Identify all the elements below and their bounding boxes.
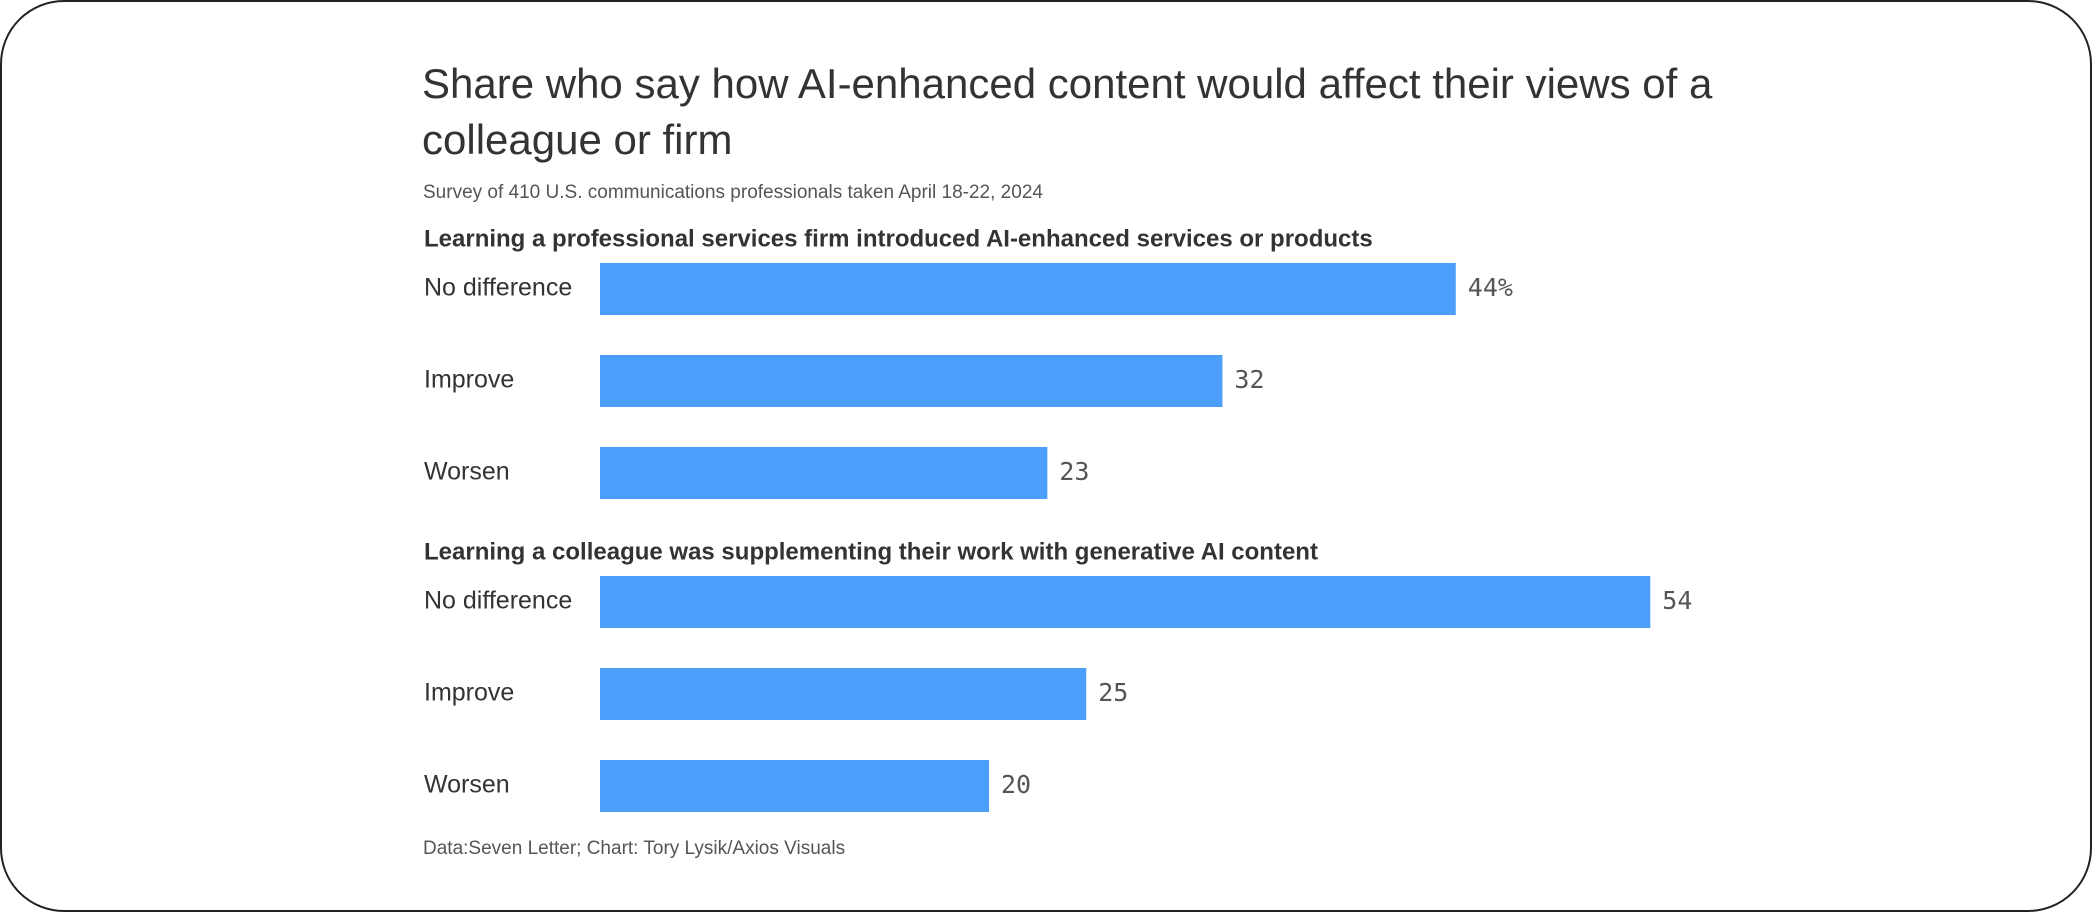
group-title: Learning a professional services firm in…	[424, 225, 1373, 252]
category-label: No difference	[424, 274, 572, 302]
category-label: Worsen	[424, 458, 510, 486]
bar	[600, 576, 1651, 628]
category-label: Improve	[424, 679, 514, 707]
category-label: Worsen	[424, 771, 510, 799]
category-label: No difference	[424, 587, 572, 615]
category-label: Improve	[424, 366, 514, 394]
chart-subtitle: Survey of 410 U.S. communications profes…	[423, 182, 1043, 203]
chart-title: Share who say how AI-enhanced content wo…	[422, 60, 1713, 163]
bar	[600, 668, 1087, 720]
value-label: 54	[1662, 586, 1692, 615]
group-title: Learning a colleague was supplementing t…	[424, 538, 1318, 565]
chart-footer: Data:Seven Letter; Chart: Tory Lysik/Axi…	[423, 838, 846, 859]
bar	[600, 760, 989, 812]
value-label: 44%	[1468, 273, 1513, 302]
value-label: 25	[1098, 678, 1128, 707]
bar	[600, 263, 1456, 315]
value-label: 20	[1001, 770, 1031, 799]
bar	[600, 447, 1048, 499]
value-label: 32	[1234, 365, 1264, 394]
value-label: 23	[1059, 457, 1089, 486]
bar	[600, 355, 1223, 407]
